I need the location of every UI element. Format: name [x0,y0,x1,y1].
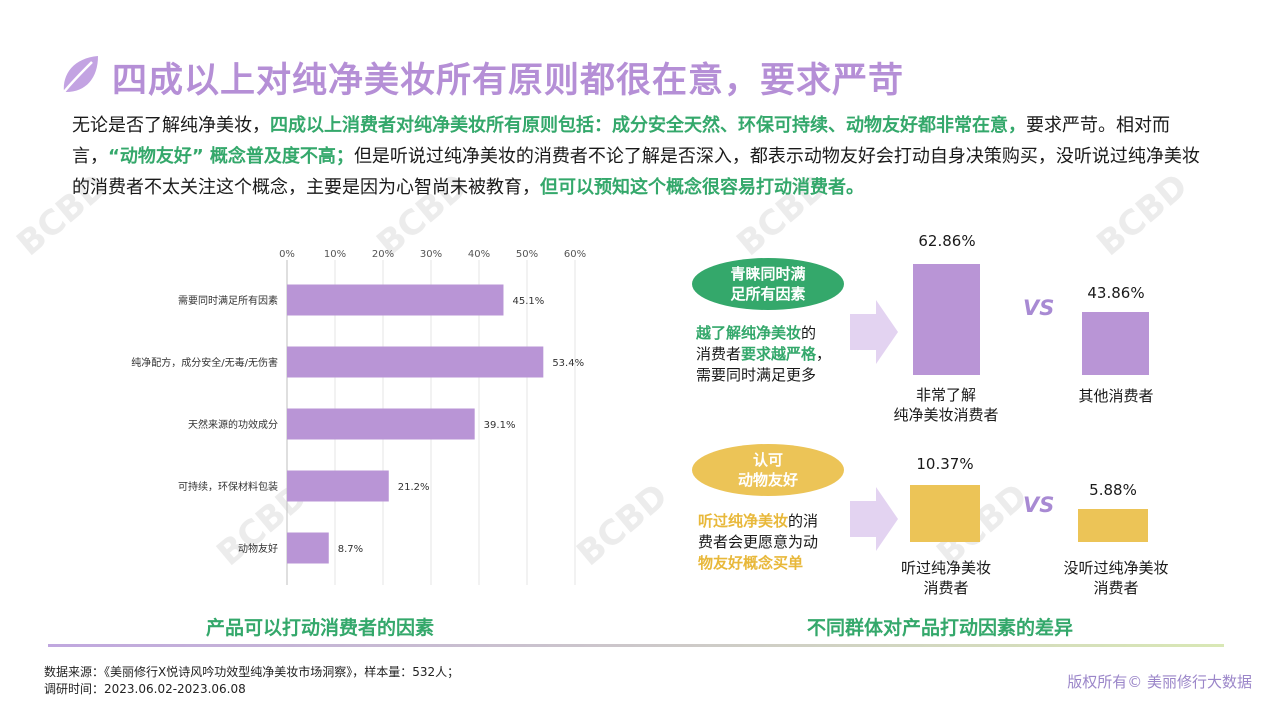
category-label: 需要同时满足所有因素 [178,294,278,307]
x-tick-label: 10% [324,249,346,260]
intro-text: 无论是否了解纯净美妆， [72,115,270,136]
category-label: 纯净配方，成分安全/无毒/无伤害 [131,356,278,369]
category-label: 动物友好 [238,542,278,555]
bar [287,408,475,440]
factors-bar-chart: 0% 10% 20% 30% 40% 50% 60% 需要同时满足所有因素 45.1% 纯净配方，… [131,249,586,585]
left-chart-caption: 产品可以打动消费者的因素 [205,617,434,639]
bar-value-label: 5.88% [1089,481,1137,499]
insight-text-2: 听过纯净美妆的消 费者会更愿意为动 物友好概念买单 [698,512,819,572]
intro-text: 要求严苛。相对而言， [72,115,1170,167]
intro-highlight: 四成以上消费者对纯净美妆所有原则包括：成分安全天然、环保可持续、动物友好都非常在… [270,115,1026,136]
bar-heard-consumers [910,485,980,542]
bar [287,532,329,564]
category-label: 天然来源的功效成分 [188,418,278,431]
x-tick-label: 0% [279,249,295,260]
bar-other-consumers [1082,312,1149,375]
bar-familiar-consumers [913,264,980,375]
source-line: 数据来源：《美丽修行X悦诗风吟功效型纯净美妆市场洞察》，样本量：532人； [44,665,460,679]
bar-category-label: 其他消费者 [1078,387,1154,405]
x-tick-label: 60% [564,249,586,260]
tag-all-factors: 青睐同时满 足所有因素 [692,258,844,310]
x-tick-label: 50% [516,249,538,260]
right-chart-caption: 不同群体对产品打动因素的差异 [806,617,1073,639]
leaf-icon [63,56,98,93]
bar-value-label: 45.1% [512,296,544,307]
copyright-text: 版权所有© 美丽修行大数据 [1067,673,1252,691]
intro-highlight: 但可以预知这个概念很容易打动消费者。 [540,177,864,198]
x-tick-label: 30% [420,249,442,260]
bar-value-label: 43.86% [1087,284,1145,302]
bar [287,346,544,378]
bar-value-label: 10.37% [916,455,974,473]
tag-animal-friendly: 认可 动物友好 [692,444,844,496]
bar-category-label: 非常了解 纯净美妆消费者 [893,386,999,424]
bar-not-heard-consumers [1078,509,1148,542]
bar [287,470,389,502]
bar-value-label: 53.4% [552,358,584,369]
page-title: 四成以上对纯净美妆所有原则都很在意，要求严苛 [112,61,905,101]
x-tick-label: 20% [372,249,394,260]
vs-label: VS [1023,493,1055,517]
bar-value-label: 21.2% [398,482,430,493]
arrow-right-icon [850,300,898,364]
data-source-note: 数据来源：《美丽修行X悦诗风吟功效型纯净美妆市场洞察》，样本量：532人； 调研… [44,664,459,698]
intro-paragraph: 无论是否了解纯净美妆，四成以上消费者对纯净美妆所有原则包括：成分安全天然、环保可… [72,110,1212,203]
bar-category-label: 听过纯净美妆 消费者 [900,559,991,597]
bar [287,284,504,316]
vs-label: VS [1023,296,1055,320]
bar-category-label: 没听过纯净美妆 消费者 [1063,559,1169,597]
survey-date-line: 调研时间：2023.06.02-2023.06.08 [44,682,246,696]
category-label: 可持续，环保材料包装 [178,480,278,493]
x-tick-label: 40% [468,249,490,260]
arrow-right-icon [850,487,898,551]
bar-value-label: 62.86% [918,232,976,250]
bar-value-label: 8.7% [338,544,363,555]
insight-text-1: 越了解纯净美妆的 消费者要求越严格， 需要同时满足更多 [696,324,832,384]
intro-text: 但是听说过纯净美妆的消费者不论了解是否深入，都表示动物友好会打动自身决策购买，没… [72,146,1200,198]
bar-value-label: 39.1% [484,420,516,431]
footer-divider [48,644,1224,647]
intro-highlight: “动物友好” 概念普及度不高； [108,146,354,167]
